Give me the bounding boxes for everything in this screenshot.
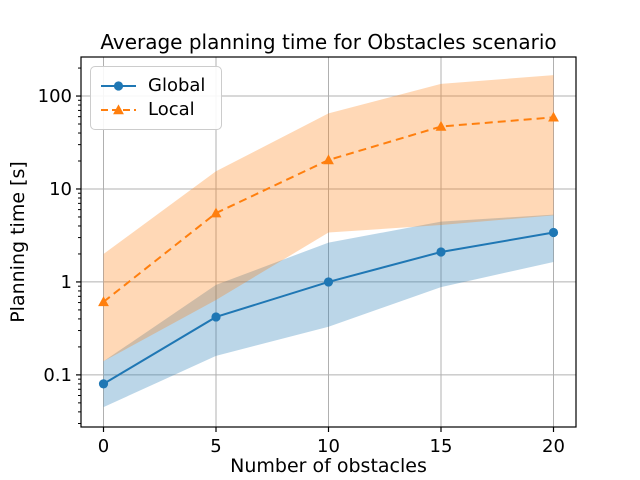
x-axis-label: Number of obstacles [230, 455, 427, 477]
x-tick-label: 10 [317, 436, 340, 457]
y-tick-label: 1 [61, 272, 72, 293]
x-tick-label: 5 [210, 436, 221, 457]
band-local [103, 75, 554, 362]
x-tick-label: 0 [98, 436, 109, 457]
legend: Global Local [90, 66, 222, 130]
y-axis-label: Planning time [s] [7, 161, 29, 323]
chart-title: Average planning time for Obstacles scen… [100, 30, 557, 54]
legend-swatch-global [101, 81, 136, 91]
legend-label-global: Global [148, 74, 206, 96]
y-tick-label: 10 [49, 179, 72, 200]
x-tick-label: 15 [430, 436, 453, 457]
y-tick-label: 100 [38, 86, 72, 107]
legend-swatch-local [101, 104, 136, 115]
marker-global [436, 247, 446, 257]
marker-local [323, 154, 334, 165]
marker-local [98, 296, 109, 307]
marker-global [98, 379, 109, 389]
marker-local [435, 120, 447, 131]
marker-global [548, 227, 559, 238]
legend-marker-global [113, 81, 124, 91]
marker-local [548, 111, 559, 122]
legend-label-local: Local [148, 99, 195, 121]
x-tick-label: 20 [542, 436, 565, 457]
band-global [103, 214, 554, 408]
marker-global [211, 312, 221, 322]
y-tick-label: 0.1 [43, 365, 72, 386]
legend-marker-local [113, 104, 124, 115]
marker-global [323, 277, 334, 287]
legend-item-local: Local [100, 101, 212, 119]
legend-item-global: Global [100, 74, 212, 96]
marker-local [210, 207, 222, 218]
